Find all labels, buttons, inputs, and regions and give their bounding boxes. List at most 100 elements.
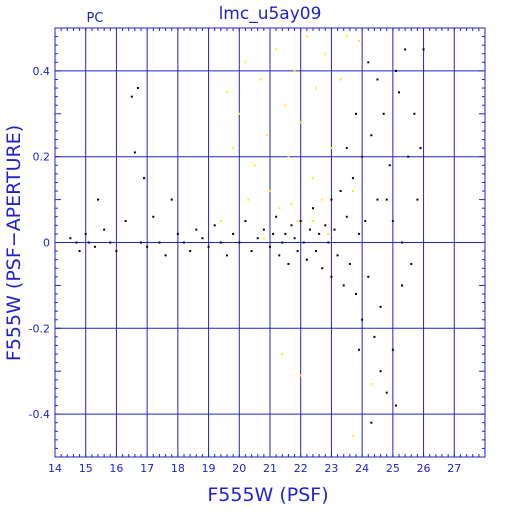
scatter-point [93, 245, 96, 248]
scatter-point [394, 69, 397, 72]
scatter-point [361, 318, 364, 321]
scatter-point [422, 48, 425, 51]
scatter-point [287, 155, 290, 158]
scatter-point [140, 241, 142, 244]
scatter-point [158, 241, 161, 244]
scatter-point [84, 232, 87, 235]
scatter-point [97, 198, 99, 201]
x-tick-label: 21 [263, 462, 277, 475]
scatter-point [287, 262, 290, 265]
scatter-point [305, 35, 308, 38]
scatter-point [351, 177, 354, 180]
x-tick-label: 25 [386, 462, 400, 475]
x-tick-label: 19 [202, 462, 216, 475]
scatter-point [75, 241, 78, 244]
scatter-point [398, 91, 400, 94]
scatter-point [195, 228, 198, 231]
scatter-point [379, 305, 382, 308]
scatter-point [345, 147, 348, 150]
scatter-point [244, 61, 247, 64]
scatter-point [388, 164, 391, 167]
scatter-point [284, 104, 287, 107]
scatter-point [219, 220, 222, 223]
scatter-point [262, 237, 265, 240]
scatter-point [299, 121, 302, 124]
scatter-point [115, 250, 118, 253]
scatter-point [290, 224, 293, 227]
y-axis-title: F555W (PSF−APERTURE) [3, 125, 25, 361]
scatter-point [385, 198, 388, 201]
scatter-point [278, 207, 281, 210]
scatter-point [401, 241, 404, 244]
scatter-point [315, 250, 318, 253]
scatter-point [152, 215, 155, 218]
scatter-point [385, 391, 388, 394]
scatter-point [345, 215, 348, 218]
x-tick-label: 24 [355, 462, 369, 475]
scatter-point [315, 87, 318, 90]
scatter-point [308, 228, 311, 231]
scatter-point [361, 155, 364, 158]
scatter-point [324, 52, 327, 55]
x-axis-title: F555W (PSF) [207, 484, 328, 506]
scatter-point [69, 237, 72, 240]
scatter-point [358, 348, 361, 351]
scatter-point [87, 241, 90, 244]
scatter-point [183, 241, 185, 244]
scatter-point [302, 241, 305, 244]
scatter-point [146, 245, 149, 248]
scatter-point [170, 198, 173, 201]
scatter-point [370, 383, 373, 386]
scatter-point [272, 232, 275, 235]
scatter-point [103, 228, 106, 231]
scatter-point [348, 262, 351, 265]
x-tick-label: 14 [48, 462, 62, 475]
y-tick-label: -0.4 [29, 408, 50, 421]
x-tick-label: 27 [447, 462, 461, 475]
scatter-point [419, 147, 422, 150]
scatter-point [327, 241, 330, 244]
scatter-point [321, 267, 324, 270]
scatter-point [305, 258, 308, 261]
plot-frame [54, 27, 486, 458]
scatter-point [130, 95, 133, 98]
scatter-series-black [69, 48, 425, 424]
scatter-point [370, 134, 373, 137]
scatter-point [259, 78, 262, 81]
x-tick-label: 23 [324, 462, 338, 475]
scatter-point [394, 404, 397, 407]
scatter-point [213, 224, 216, 227]
scatter-point [226, 91, 228, 94]
x-tick-label: 26 [417, 462, 431, 475]
scatter-point [339, 78, 342, 81]
scatter-point [143, 177, 146, 180]
scatter-point [265, 134, 268, 137]
scatter-point [413, 112, 416, 115]
scatter-point [345, 35, 348, 38]
scatter-point [355, 112, 357, 115]
scatter-point [207, 245, 210, 248]
scatter-point [78, 250, 81, 253]
scatter-point [269, 190, 271, 193]
scatter-point [275, 48, 278, 51]
scatter-point [299, 220, 302, 223]
x-tick-label: 18 [171, 462, 185, 475]
scatter-point [275, 215, 278, 218]
scatter-point [250, 250, 253, 253]
x-tick-labels: 14 15 16 17 18 19 20 21 22 23 24 25 26 27 [48, 462, 461, 475]
x-tick-label: 20 [232, 462, 246, 475]
scatter-point [238, 241, 241, 244]
scatter-point [312, 207, 314, 210]
y-tick-labels: 0.4 0.2 0 -0.2 -0.4 [29, 65, 50, 421]
scatter-point [358, 39, 361, 42]
scatter-point [391, 220, 394, 223]
scatter-point [281, 241, 284, 244]
scatter-point [253, 164, 256, 167]
scatter-point [364, 220, 367, 223]
scatter-point [281, 353, 284, 356]
scatter-point [333, 228, 336, 231]
scatter-point [330, 275, 333, 278]
scatter-point [299, 374, 302, 377]
